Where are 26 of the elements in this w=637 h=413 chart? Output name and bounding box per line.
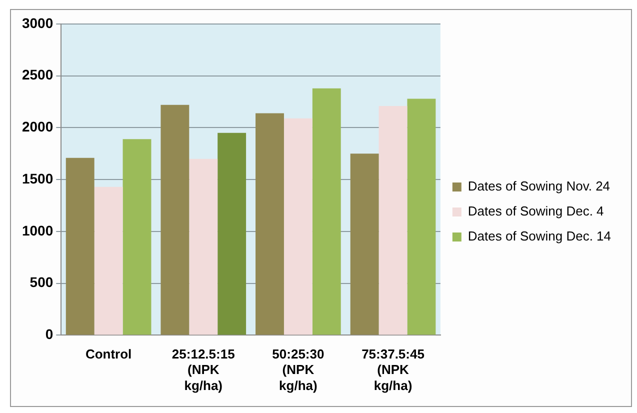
x-tick-label: Control <box>85 346 132 362</box>
bar <box>407 98 436 335</box>
bar <box>350 154 379 335</box>
y-tick-label: 2500 <box>22 66 54 83</box>
x-tick-label: 75:37.5:45 (NPK kg/ha) <box>362 346 424 393</box>
bar <box>284 118 312 335</box>
legend-label: Dates of Sowing Dec. 4 <box>468 204 604 219</box>
bar <box>66 158 94 335</box>
bar <box>218 132 246 335</box>
bar <box>94 186 123 335</box>
legend-label: Dates of Sowing Dec. 14 <box>468 228 611 244</box>
y-tick-label: 2000 <box>22 118 54 135</box>
x-tick-label: 50:25:30 (NPK kg/ha) <box>272 346 324 393</box>
y-tick-label: 3000 <box>22 14 54 31</box>
bar <box>312 88 341 335</box>
y-tick-label: 0 <box>45 326 54 342</box>
bar <box>189 158 218 335</box>
x-tick-label: 25:12.5:15 (NPK kg/ha) <box>172 346 235 393</box>
y-tick-label: 500 <box>30 274 54 290</box>
bar <box>160 104 190 335</box>
y-tick-label: 1000 <box>22 222 54 238</box>
bar <box>378 106 408 335</box>
legend-label: Dates of Sowing Nov. 24 <box>468 178 610 194</box>
bar <box>256 113 284 335</box>
y-tick-label: 1500 <box>22 170 54 186</box>
bar <box>122 139 152 335</box>
